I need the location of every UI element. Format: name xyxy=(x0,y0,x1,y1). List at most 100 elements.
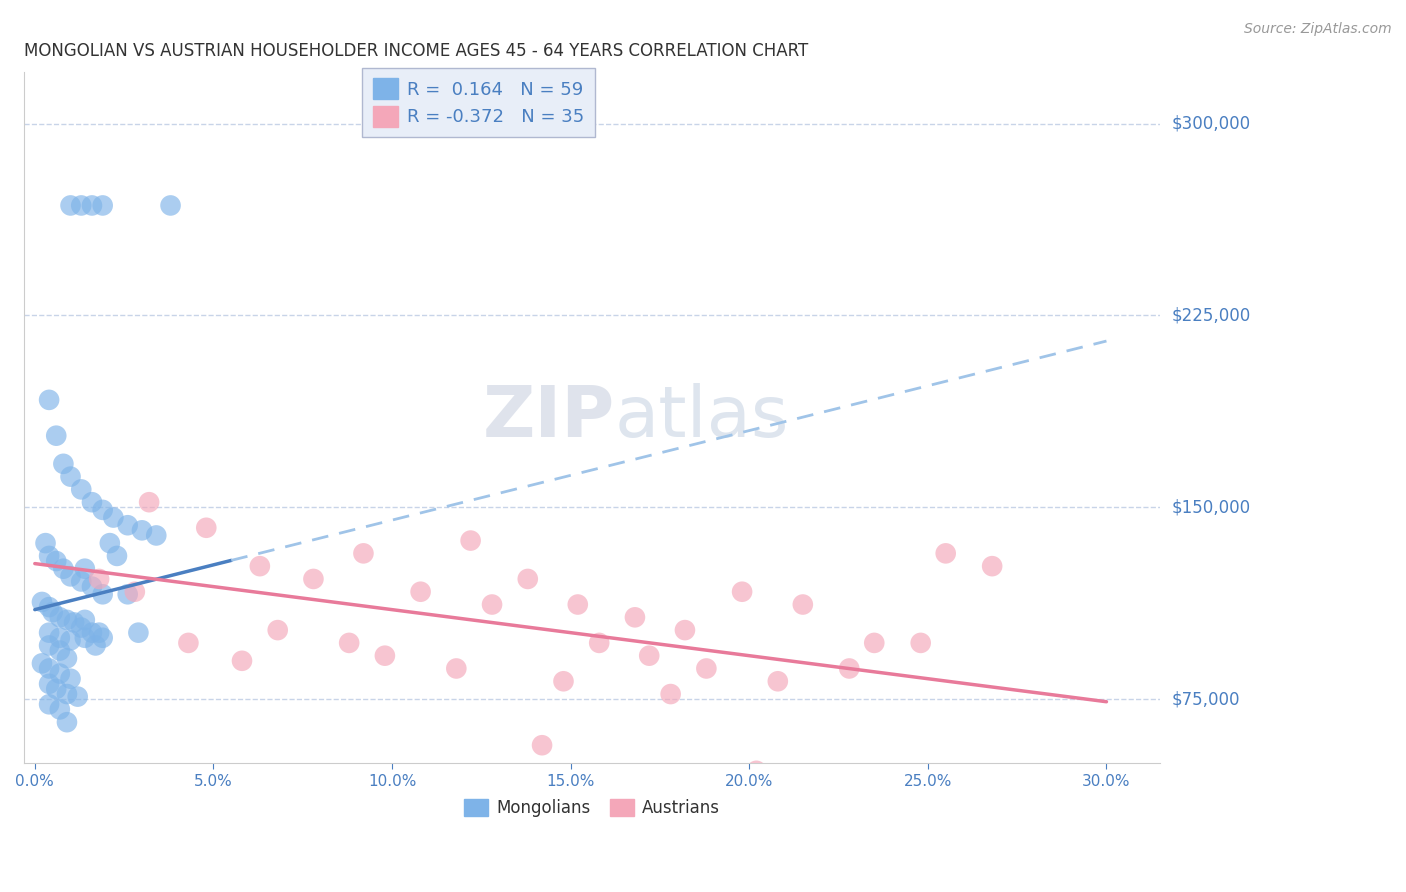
Point xyxy=(409,584,432,599)
Point xyxy=(49,631,72,645)
Point xyxy=(553,674,575,689)
Point xyxy=(80,625,103,640)
Point xyxy=(91,198,114,212)
Point xyxy=(49,610,72,624)
Point xyxy=(80,495,103,509)
Point xyxy=(38,677,60,691)
Point xyxy=(70,198,93,212)
Point xyxy=(531,738,554,752)
Point xyxy=(910,636,932,650)
Point xyxy=(267,623,290,637)
Point xyxy=(567,598,589,612)
Point xyxy=(302,572,325,586)
Text: $150,000: $150,000 xyxy=(1171,499,1250,516)
Point xyxy=(838,661,860,675)
Point xyxy=(352,546,374,560)
Point xyxy=(80,198,103,212)
Point xyxy=(56,651,79,665)
Point xyxy=(117,587,139,601)
Text: atlas: atlas xyxy=(614,384,789,452)
Point xyxy=(38,549,60,563)
Point xyxy=(91,587,114,601)
Point xyxy=(446,661,468,675)
Point xyxy=(460,533,482,548)
Point xyxy=(56,715,79,730)
Point xyxy=(38,661,60,675)
Point xyxy=(588,636,610,650)
Point xyxy=(374,648,396,663)
Point xyxy=(159,198,181,212)
Point xyxy=(105,549,128,563)
Point xyxy=(695,661,717,675)
Text: ZIP: ZIP xyxy=(482,384,614,452)
Point xyxy=(45,554,67,568)
Text: $75,000: $75,000 xyxy=(1171,690,1240,708)
Point xyxy=(98,536,121,550)
Point xyxy=(91,503,114,517)
Point xyxy=(981,559,1004,574)
Point xyxy=(59,569,82,583)
Point xyxy=(117,518,139,533)
Point xyxy=(792,598,814,612)
Point xyxy=(49,643,72,657)
Point xyxy=(138,495,160,509)
Point xyxy=(34,536,56,550)
Point xyxy=(31,595,53,609)
Point xyxy=(863,636,886,650)
Point xyxy=(177,636,200,650)
Point xyxy=(731,584,754,599)
Point xyxy=(673,623,696,637)
Point xyxy=(337,636,360,650)
Point xyxy=(45,428,67,442)
Point xyxy=(59,469,82,483)
Point xyxy=(91,631,114,645)
Point xyxy=(59,198,82,212)
Point xyxy=(195,521,218,535)
Point xyxy=(49,702,72,716)
Point xyxy=(49,666,72,681)
Point xyxy=(52,457,75,471)
Point xyxy=(63,615,86,630)
Point xyxy=(638,648,661,663)
Point xyxy=(73,562,96,576)
Point xyxy=(56,613,79,627)
Point xyxy=(38,639,60,653)
Point xyxy=(31,657,53,671)
Point xyxy=(145,528,167,542)
Point xyxy=(84,639,107,653)
Legend: Mongolians, Austrians: Mongolians, Austrians xyxy=(457,792,727,824)
Point xyxy=(59,672,82,686)
Point xyxy=(59,633,82,648)
Point xyxy=(66,690,89,704)
Text: MONGOLIAN VS AUSTRIAN HOUSEHOLDER INCOME AGES 45 - 64 YEARS CORRELATION CHART: MONGOLIAN VS AUSTRIAN HOUSEHOLDER INCOME… xyxy=(24,42,808,60)
Point xyxy=(516,572,538,586)
Point xyxy=(80,580,103,594)
Point xyxy=(56,687,79,701)
Point xyxy=(481,598,503,612)
Text: Source: ZipAtlas.com: Source: ZipAtlas.com xyxy=(1244,22,1392,37)
Point xyxy=(70,621,93,635)
Point xyxy=(70,483,93,497)
Point xyxy=(766,674,789,689)
Point xyxy=(131,524,153,538)
Point xyxy=(38,392,60,407)
Point xyxy=(659,687,682,701)
Text: $300,000: $300,000 xyxy=(1171,114,1250,133)
Point xyxy=(52,562,75,576)
Point xyxy=(103,510,125,524)
Point xyxy=(70,574,93,589)
Point xyxy=(73,631,96,645)
Point xyxy=(249,559,271,574)
Point xyxy=(38,600,60,615)
Point xyxy=(87,572,110,586)
Point xyxy=(73,613,96,627)
Text: $225,000: $225,000 xyxy=(1171,307,1250,325)
Point xyxy=(231,654,253,668)
Point xyxy=(38,698,60,712)
Point xyxy=(45,681,67,696)
Point xyxy=(624,610,647,624)
Point xyxy=(38,625,60,640)
Point xyxy=(87,625,110,640)
Point xyxy=(41,605,63,619)
Point xyxy=(124,584,146,599)
